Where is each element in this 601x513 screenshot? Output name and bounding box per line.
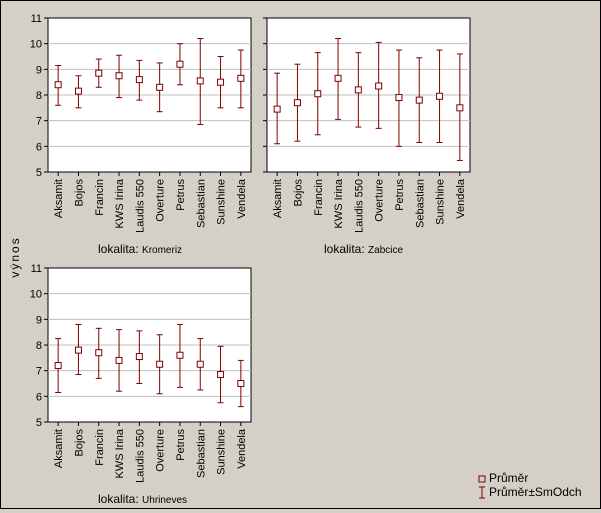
- x-tick-label: Laudis 550: [134, 429, 146, 483]
- mean-marker: [354, 86, 362, 94]
- mean-marker: [217, 78, 225, 86]
- x-tick-label: Bojos: [73, 429, 85, 457]
- mean-marker: [54, 81, 62, 89]
- x-tick-label: Petrus: [394, 179, 406, 211]
- x-tick-label: Bojos: [73, 179, 85, 207]
- mean-marker: [176, 351, 184, 359]
- y-tick-label: 9: [36, 64, 42, 76]
- y-tick-label: 6: [36, 391, 42, 403]
- x-tick-label: Aksamit: [53, 429, 65, 468]
- mean-marker: [176, 60, 184, 68]
- mean-marker: [135, 353, 143, 361]
- mean-marker: [293, 99, 301, 107]
- x-tick-label: Vendela: [455, 178, 467, 219]
- mean-marker: [415, 96, 423, 104]
- x-tick-label: Sebastian: [195, 429, 207, 478]
- x-tick-label: Petrus: [175, 179, 187, 211]
- x-tick-label: Sunshine: [435, 179, 447, 225]
- mean-marker: [196, 77, 204, 85]
- x-tick-label: Petrus: [175, 429, 187, 461]
- mean-marker: [115, 356, 123, 364]
- panel-kromeriz: 5 6 7 8 9 10 11 Aksamit Bojos Francin KWS Irina Lau…: [30, 13, 252, 256]
- legend-range-label: Průměr±SmOdch: [489, 485, 582, 499]
- x-tick-label: Laudis 550: [353, 179, 365, 233]
- x-tick-label: Francin: [313, 179, 325, 216]
- x-tick-label: Bojos: [292, 179, 304, 207]
- mean-marker: [375, 82, 383, 90]
- y-tick-label: 11: [31, 13, 42, 25]
- panel-label: lokalita: Kromeriz: [98, 242, 182, 256]
- x-tick-label: Sebastian: [195, 179, 207, 228]
- x-tick-label: KWS Irina: [114, 428, 126, 478]
- x-tick-label: Overture: [155, 429, 167, 472]
- x-tick-label: Overture: [155, 179, 167, 222]
- mean-marker: [436, 92, 444, 100]
- mean-marker: [237, 74, 245, 82]
- y-tick-label: 7: [36, 366, 42, 378]
- mean-marker: [314, 90, 322, 98]
- x-tick-label: KWS Irina: [333, 178, 345, 228]
- y-tick-label: 8: [36, 90, 42, 102]
- mean-marker: [74, 87, 82, 95]
- mean-marker: [456, 104, 464, 112]
- y-tick-label: 9: [36, 314, 42, 326]
- x-tick-label: Laudis 550: [134, 179, 146, 233]
- mean-marker: [334, 74, 342, 82]
- legend-mean-label: Průměr: [489, 471, 528, 485]
- y-tick-label: 5: [36, 167, 42, 179]
- mean-marker: [237, 380, 245, 387]
- x-tick-label: KWS Irina: [114, 178, 126, 228]
- mean-marker: [135, 76, 143, 84]
- y-tick-label: 7: [36, 116, 42, 128]
- legend: Průměr Průměr±SmOdch: [478, 471, 582, 499]
- x-tick-label: Vendela: [236, 428, 248, 469]
- y-tick-label: 11: [31, 263, 42, 275]
- legend-mean-marker: [478, 475, 486, 483]
- mean-marker: [395, 94, 403, 102]
- mean-marker: [156, 83, 164, 91]
- panel-label: lokalita: Zabcice: [324, 242, 403, 256]
- x-tick-label: Vendela: [236, 178, 248, 219]
- x-tick-label: Francin: [94, 429, 106, 466]
- x-tick-label: Aksamit: [53, 179, 65, 218]
- mean-marker: [54, 362, 62, 370]
- mean-marker: [217, 371, 225, 379]
- y-axis-label: výnos: [8, 236, 22, 277]
- mean-marker: [115, 72, 123, 80]
- x-tick-label: Aksamit: [272, 179, 284, 218]
- x-tick-label: Overture: [374, 179, 386, 222]
- mean-marker: [273, 105, 281, 113]
- y-tick-label: 8: [36, 340, 42, 352]
- panel-label: lokalita: Uhrineves: [98, 492, 187, 506]
- panel-zabcice: Aksamit Bojos Francin KWS Irina Laudis 550 Ov…: [263, 17, 471, 256]
- mean-marker: [74, 346, 82, 354]
- x-tick-label: Sebastian: [414, 179, 426, 228]
- mean-marker: [156, 360, 164, 368]
- y-tick-label: 6: [36, 141, 42, 153]
- x-tick-label: Francin: [94, 179, 106, 216]
- y-tick-label: 5: [36, 417, 42, 429]
- mean-marker: [95, 349, 103, 357]
- y-tick-label: 10: [30, 289, 42, 301]
- mean-marker: [95, 69, 103, 77]
- mean-marker: [196, 360, 204, 368]
- panel-uhrineves: 5 6 7 8 9 10 11 Aksamit Bojos Francin KWS Irina Lau…: [30, 263, 252, 506]
- x-tick-label: Sunshine: [216, 429, 228, 475]
- x-tick-label: Sunshine: [216, 179, 228, 225]
- legend-range-marker: [479, 486, 485, 499]
- y-tick-label: 10: [30, 39, 42, 51]
